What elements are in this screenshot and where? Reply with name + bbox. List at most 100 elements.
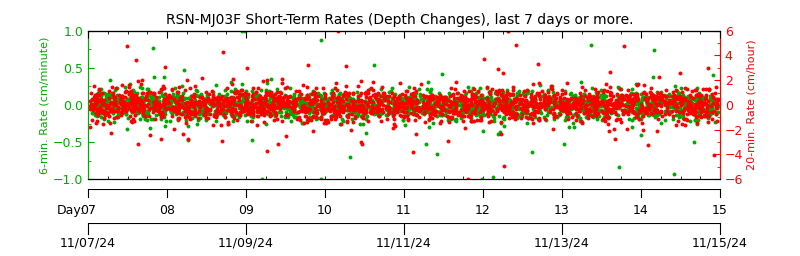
- Point: [609, 101, 622, 105]
- Point: [513, 114, 526, 118]
- Point: [467, 86, 480, 90]
- Point: [251, 86, 264, 90]
- Point: [242, 112, 255, 116]
- Point: [601, 99, 614, 103]
- Point: [646, 93, 659, 97]
- Point: [118, 99, 130, 103]
- Point: [602, 116, 614, 120]
- Point: [636, 98, 649, 102]
- Point: [156, 112, 169, 116]
- Point: [506, 101, 519, 105]
- Point: [482, 120, 495, 124]
- Point: [87, 102, 100, 106]
- Point: [669, 107, 682, 111]
- Point: [659, 103, 672, 107]
- Point: [626, 87, 638, 91]
- Point: [201, 106, 214, 110]
- Point: [562, 102, 574, 106]
- Point: [99, 92, 112, 96]
- Point: [422, 95, 434, 99]
- Point: [334, 113, 346, 118]
- Point: [559, 104, 572, 108]
- Point: [230, 91, 242, 95]
- Point: [650, 90, 663, 94]
- Point: [129, 96, 142, 100]
- Point: [458, 95, 471, 99]
- Point: [129, 93, 142, 98]
- Point: [474, 100, 486, 104]
- Point: [457, 94, 470, 98]
- Point: [674, 94, 686, 98]
- Point: [386, 111, 398, 115]
- Point: [126, 95, 138, 99]
- Point: [258, 94, 271, 98]
- Point: [453, 103, 466, 108]
- Point: [177, 132, 190, 136]
- Point: [286, 106, 298, 110]
- Point: [327, 113, 340, 117]
- Point: [200, 110, 213, 114]
- Point: [238, 95, 251, 99]
- Point: [99, 110, 112, 114]
- Point: [153, 99, 166, 103]
- Point: [543, 99, 556, 103]
- Point: [465, 89, 478, 93]
- Point: [646, 94, 658, 98]
- Point: [247, 105, 260, 109]
- Point: [554, 101, 567, 105]
- Point: [109, 103, 122, 107]
- Point: [258, 111, 271, 115]
- Point: [458, 99, 470, 103]
- Point: [442, 103, 454, 107]
- Point: [126, 106, 138, 111]
- Point: [648, 48, 661, 52]
- Point: [229, 90, 242, 94]
- Point: [128, 104, 141, 109]
- Point: [641, 100, 654, 104]
- Point: [562, 109, 574, 113]
- Point: [89, 97, 102, 101]
- Point: [443, 104, 456, 109]
- Point: [333, 99, 346, 103]
- Point: [310, 101, 322, 105]
- Point: [393, 100, 406, 104]
- Point: [358, 99, 371, 103]
- Point: [208, 114, 221, 119]
- Point: [434, 106, 447, 110]
- Point: [135, 95, 148, 100]
- Point: [629, 110, 642, 114]
- Point: [364, 86, 377, 90]
- Point: [175, 104, 188, 108]
- Point: [246, 111, 258, 115]
- Point: [503, 92, 516, 97]
- Point: [254, 102, 266, 106]
- Point: [684, 98, 697, 102]
- Point: [700, 106, 713, 110]
- Point: [250, 123, 263, 127]
- Point: [380, 117, 393, 121]
- Point: [179, 115, 192, 119]
- Point: [310, 98, 323, 102]
- Point: [631, 112, 644, 116]
- Point: [469, 93, 482, 97]
- Point: [544, 99, 557, 103]
- Point: [501, 110, 514, 114]
- Point: [164, 108, 177, 112]
- Point: [457, 110, 470, 114]
- Point: [308, 90, 321, 94]
- Point: [584, 99, 597, 103]
- Point: [345, 99, 358, 103]
- Point: [506, 101, 518, 105]
- Point: [424, 112, 437, 116]
- Point: [401, 104, 414, 109]
- Point: [435, 113, 448, 117]
- Point: [371, 99, 384, 103]
- Point: [555, 98, 568, 102]
- Point: [227, 100, 240, 104]
- Point: [506, 113, 518, 117]
- Point: [92, 93, 105, 97]
- Point: [633, 109, 646, 113]
- Point: [659, 88, 672, 92]
- Point: [690, 105, 703, 110]
- Point: [538, 95, 550, 99]
